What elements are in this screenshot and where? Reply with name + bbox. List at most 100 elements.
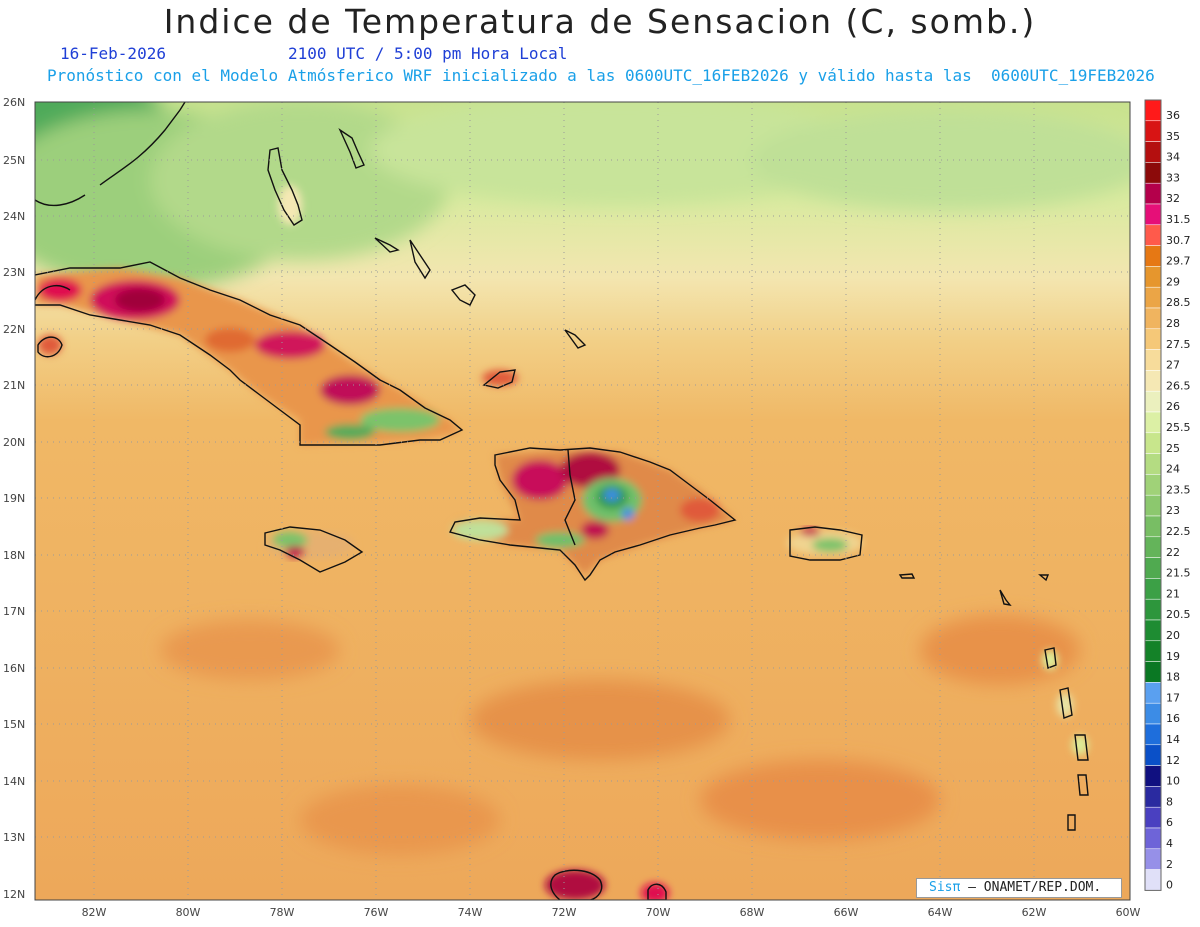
lon-label: 62W — [1022, 906, 1047, 919]
colorbar-label: 14 — [1166, 733, 1180, 746]
colorbar-swatch — [1144, 494, 1162, 517]
lat-label: 22N — [3, 323, 25, 336]
colorbar-swatch — [1144, 266, 1162, 288]
colorbar-label: 0 — [1166, 879, 1173, 892]
credit-box: Sisπ – ONAMET/REP.DOM. — [916, 878, 1122, 898]
colorbar-label: 20.5 — [1166, 608, 1191, 621]
colorbar-swatch — [1144, 286, 1162, 309]
lon-label: 80W — [176, 906, 201, 919]
colorbar-label: 23 — [1166, 504, 1180, 517]
sispi-logo: Sisπ — [929, 880, 961, 895]
colorbar-swatch — [1144, 598, 1162, 621]
lon-label: 64W — [928, 906, 953, 919]
lat-label: 26N — [3, 96, 25, 109]
colorbar-label: 35 — [1166, 130, 1180, 143]
colorbar-label: 20 — [1166, 629, 1180, 642]
lat-label: 19N — [3, 492, 25, 505]
forecast-time: 2100 UTC / 5:00 pm Hora Local — [288, 44, 568, 63]
colorbar-swatch — [1144, 515, 1162, 538]
lon-label: 74W — [458, 906, 483, 919]
lat-label: 18N — [3, 549, 25, 562]
colorbar-label: 23.5 — [1166, 483, 1191, 496]
colorbar-swatch — [1144, 120, 1162, 142]
colorbar-swatch — [1144, 432, 1162, 454]
lon-label: 68W — [740, 906, 765, 919]
colorbar-label: 26 — [1166, 400, 1180, 413]
colorbar-label: 21.5 — [1166, 567, 1191, 580]
colorbar-swatch — [1144, 99, 1162, 122]
lat-label: 23N — [3, 266, 25, 279]
colorbar-label: 18 — [1166, 671, 1180, 684]
colorbar-swatch — [1144, 702, 1162, 725]
colorbar-swatch — [1144, 619, 1162, 642]
colorbar-label: 34 — [1166, 151, 1180, 164]
credit-text: – ONAMET/REP.DOM. — [960, 880, 1102, 895]
lon-label: 76W — [364, 906, 389, 919]
lat-label: 20N — [3, 436, 25, 449]
colorbar-label: 21 — [1166, 587, 1180, 600]
model-info: Pronóstico con el Modelo Atmósferico WRF… — [47, 66, 1155, 85]
lon-axis: 82W 80W 78W 76W 74W 72W 70W 68W 66W 64W … — [82, 906, 1141, 919]
colorbar-label: 36 — [1166, 109, 1180, 122]
lon-label: 60W — [1116, 906, 1141, 919]
lon-label: 72W — [552, 906, 577, 919]
lat-label: 15N — [3, 718, 25, 731]
colorbar-swatch — [1144, 869, 1162, 891]
colorbar-swatch — [1144, 307, 1162, 330]
colorbar-label: 12 — [1166, 754, 1180, 767]
colorbar-label: 28.5 — [1166, 296, 1191, 309]
colorbar-swatch — [1144, 411, 1162, 434]
colorbar-label: 22.5 — [1166, 525, 1191, 538]
lat-axis: 26N 25N 24N 23N 22N 21N 20N 19N 18N 17N … — [3, 96, 25, 901]
lat-label: 21N — [3, 379, 25, 392]
colorbar-label: 24 — [1166, 463, 1180, 476]
graticule — [35, 102, 1130, 900]
colorbar-swatch — [1144, 723, 1162, 746]
colorbar-label: 29.7 — [1166, 255, 1191, 268]
colorbar-label: 8 — [1166, 795, 1173, 808]
colorbar-swatch — [1144, 390, 1162, 413]
lat-label: 25N — [3, 154, 25, 167]
colorbar-swatch — [1144, 162, 1162, 184]
colorbar-swatch — [1144, 806, 1162, 829]
colorbar-label: 4 — [1166, 837, 1173, 850]
colorbar-swatch — [1144, 744, 1162, 766]
colorbar-swatch — [1144, 557, 1162, 579]
colorbar-swatch — [1144, 182, 1162, 205]
colorbar-label: 27.5 — [1166, 338, 1191, 351]
colorbar-swatch — [1144, 245, 1162, 267]
lat-label: 13N — [3, 831, 25, 844]
colorbar-label: 19 — [1166, 650, 1180, 663]
colorbar-label: 6 — [1166, 816, 1173, 829]
colorbar-swatch — [1144, 661, 1162, 683]
colorbar-label: 25.5 — [1166, 421, 1191, 434]
colorbar-label: 27 — [1166, 359, 1180, 372]
lat-label: 12N — [3, 888, 25, 901]
colorbar-swatch — [1144, 682, 1162, 704]
lon-label: 82W — [82, 906, 107, 919]
lon-label: 70W — [646, 906, 671, 919]
map-title: Indice de Temperatura de Sensacion (C, s… — [163, 2, 1037, 41]
colorbar-swatch — [1144, 328, 1162, 350]
colorbar-label: 28 — [1166, 317, 1180, 330]
lon-label: 78W — [270, 906, 295, 919]
colorbar-swatch — [1144, 640, 1162, 662]
colorbar-label: 29 — [1166, 275, 1180, 288]
colorbar-swatch — [1144, 141, 1162, 163]
colorbar-swatch — [1144, 848, 1162, 870]
forecast-date: 16-Feb-2026 — [60, 44, 166, 63]
colorbar-swatch — [1144, 203, 1162, 226]
colorbar-swatch — [1144, 827, 1162, 850]
colorbar-label: 26.5 — [1166, 379, 1191, 392]
colorbar-frame — [1144, 99, 1162, 891]
colorbar-label: 16 — [1166, 712, 1180, 725]
colorbar-label: 22 — [1166, 546, 1180, 559]
lat-label: 16N — [3, 662, 25, 675]
colorbar-swatch — [1144, 786, 1162, 808]
colorbar-swatch — [1144, 453, 1162, 475]
map-field — [35, 102, 1130, 900]
colorbar-label: 17 — [1166, 691, 1180, 704]
lat-label: 17N — [3, 605, 25, 618]
colorbar-swatch — [1144, 370, 1162, 392]
colorbar-swatch — [1144, 349, 1162, 371]
